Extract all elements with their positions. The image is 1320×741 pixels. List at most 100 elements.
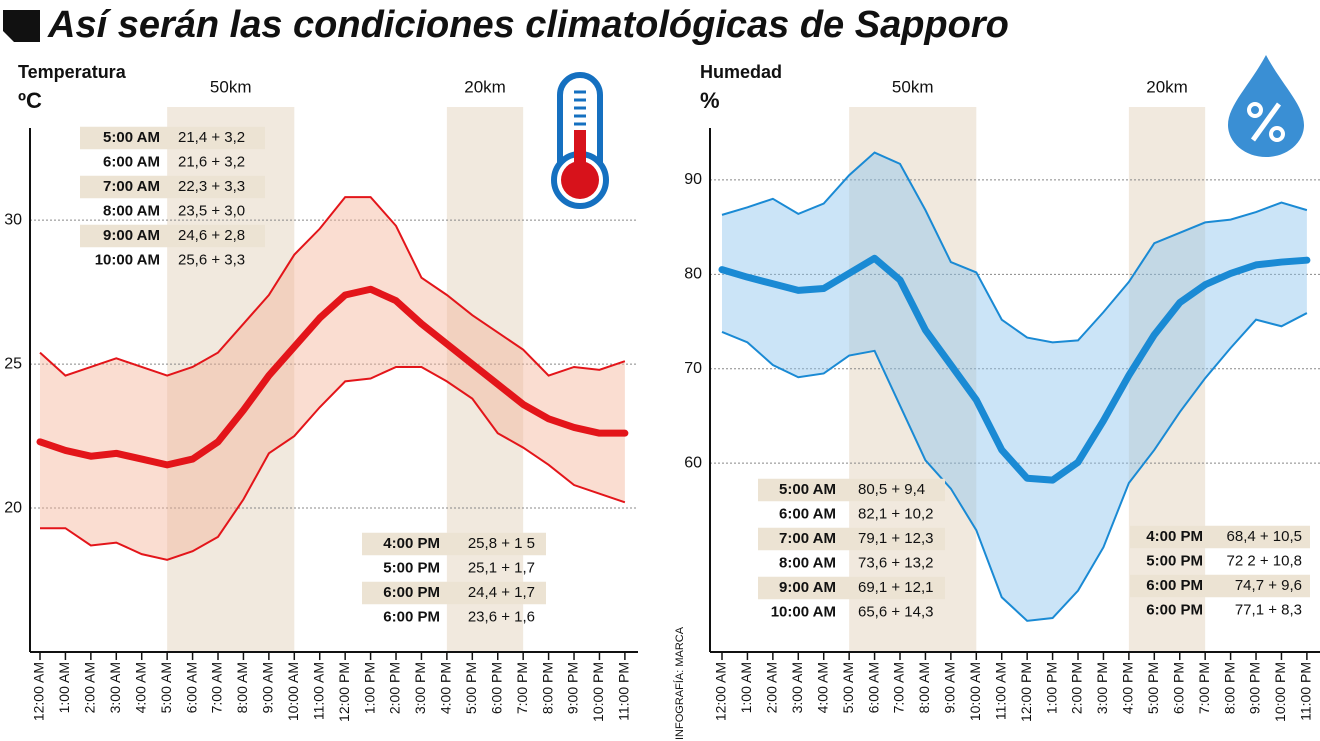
x-tick-label: 6:00 AM (865, 662, 881, 713)
x-tick-label: 5:00 AM (840, 662, 856, 713)
x-tick-label: 10:00 AM (285, 662, 301, 721)
y-tick-label: 30 (4, 211, 22, 228)
table-time: 4:00 PM (383, 535, 440, 552)
table-value: 79,1 + 12,3 (858, 530, 933, 547)
x-tick-label: 1:00 PM (361, 662, 377, 714)
x-tick-label: 2:00 PM (387, 662, 403, 714)
x-tick-label: 7:00 PM (514, 662, 530, 714)
x-tick-label: 2:00 AM (764, 662, 780, 713)
y-axis-unit: ºC (18, 88, 42, 113)
x-tick-label: 11:00 AM (992, 662, 1008, 720)
distance-band (1128, 107, 1206, 652)
table-time: 10:00 AM (95, 251, 160, 268)
y-axis-title: Temperatura (18, 62, 127, 82)
x-tick-label: 2:00 AM (82, 662, 98, 713)
table-value: 25,1 + 1,7 (468, 559, 535, 576)
range-lower-line (721, 312, 1308, 622)
x-tick-label: 12:00 AM (713, 662, 729, 721)
table-row-shade (80, 224, 265, 248)
table-time: 5:00 PM (383, 559, 440, 576)
x-tick-label: 3:00 AM (789, 662, 805, 713)
x-tick-label: 1:00 PM (1043, 662, 1059, 714)
x-tick-label: 6:00 AM (183, 662, 199, 713)
y-tick-label: 20 (4, 499, 22, 516)
table-row-shade (758, 576, 945, 600)
range-upper-line (721, 151, 1308, 344)
table-value: 21,4 + 3,2 (178, 129, 245, 146)
x-tick-label: 10:00 PM (590, 662, 606, 722)
x-tick-label: 5:00 PM (1145, 662, 1161, 714)
table-time: 7:00 AM (103, 178, 160, 195)
x-tick-label: 8:00 PM (539, 662, 555, 714)
table-time: 4:00 PM (1146, 528, 1203, 545)
x-tick-label: 10:00 PM (1272, 662, 1288, 722)
table-value: 68,4 + 10,5 (1227, 528, 1302, 545)
title: Así serán las condiciones climatológicas… (47, 4, 1009, 46)
table-value: 21,6 + 3,2 (178, 153, 245, 170)
table-value: 24,6 + 2,8 (178, 227, 245, 244)
x-tick-label: 4:00 PM (1120, 662, 1136, 714)
table-time: 8:00 AM (103, 202, 160, 219)
x-tick-label: 6:00 PM (1170, 662, 1186, 714)
mean-line (718, 254, 1311, 484)
table-time: 5:00 AM (779, 481, 836, 498)
x-tick-label: 8:00 AM (916, 662, 932, 713)
x-tick-label: 5:00 AM (158, 662, 174, 713)
table-row-shade (1130, 525, 1310, 549)
humidity-icon (1228, 55, 1304, 157)
table-row-shade (362, 581, 546, 605)
table-row-shade (362, 532, 546, 556)
table-time: 10:00 AM (771, 603, 836, 620)
band-label: 50km (210, 77, 252, 96)
range-area (722, 152, 1307, 621)
table-value: 25,6 + 3,3 (178, 251, 245, 268)
x-tick-label: 1:00 AM (56, 662, 72, 713)
table-time: 6:00 AM (103, 153, 160, 170)
y-tick-label: 90 (684, 171, 702, 188)
x-tick-label: 4:00 AM (814, 662, 830, 713)
table-value: 80,5 + 9,4 (858, 481, 925, 498)
x-tick-label: 11:00 PM (1298, 662, 1314, 721)
x-tick-label: 11:00 AM (310, 662, 326, 720)
table-time: 6:00 PM (1146, 577, 1203, 594)
distance-band (849, 107, 977, 652)
x-tick-label: 9:00 PM (1247, 662, 1263, 714)
table-time: 9:00 AM (779, 579, 836, 596)
table-value: 22,3 + 3,3 (178, 178, 245, 195)
table-row-shade (1130, 574, 1310, 598)
range-upper-line (39, 196, 626, 377)
table-time: 7:00 AM (779, 530, 836, 547)
plots: 50km 20km Temperatura ºC 20 25 30 12:00 AM 1:00 … (4, 62, 1320, 722)
table-time: 8:00 AM (779, 554, 836, 571)
x-tick-label: 12:00 PM (1018, 662, 1034, 722)
table-time: 6:00 PM (383, 608, 440, 625)
x-tick-label: 8:00 AM (234, 662, 250, 713)
y-tick-label: 80 (684, 266, 702, 283)
table-time: 6:00 AM (779, 505, 836, 522)
credit: INFOGRAFÍA: MARCA (673, 626, 686, 740)
x-tick-label: 7:00 AM (891, 662, 907, 713)
x-tick-label: 12:00 PM (336, 662, 352, 722)
band-label: 50km (892, 77, 934, 96)
table-value: 23,6 + 1,6 (468, 608, 535, 625)
title-icon (3, 10, 40, 42)
x-tick-label: 8:00 PM (1221, 662, 1237, 714)
table-value: 23,5 + 3,0 (178, 202, 245, 219)
table-time: 6:00 PM (1146, 601, 1203, 618)
x-tick-label: 9:00 PM (565, 662, 581, 714)
y-tick-label: 25 (4, 355, 22, 372)
band-label: 20km (1146, 77, 1188, 96)
table-value: 77,1 + 8,3 (1235, 601, 1302, 618)
x-tick-label: 9:00 AM (942, 662, 958, 713)
x-tick-label: 7:00 AM (209, 662, 225, 713)
range-area (40, 197, 625, 560)
band-label: 20km (464, 77, 506, 96)
x-tick-label: 7:00 PM (1196, 662, 1212, 714)
table-row-shade (758, 527, 945, 551)
table-value: 65,6 + 14,3 (858, 603, 933, 620)
table-value: 24,4 + 1,7 (468, 584, 535, 601)
distance-band (446, 107, 524, 652)
x-tick-label: 6:00 PM (488, 662, 504, 714)
y-tick-label: 70 (684, 360, 702, 377)
